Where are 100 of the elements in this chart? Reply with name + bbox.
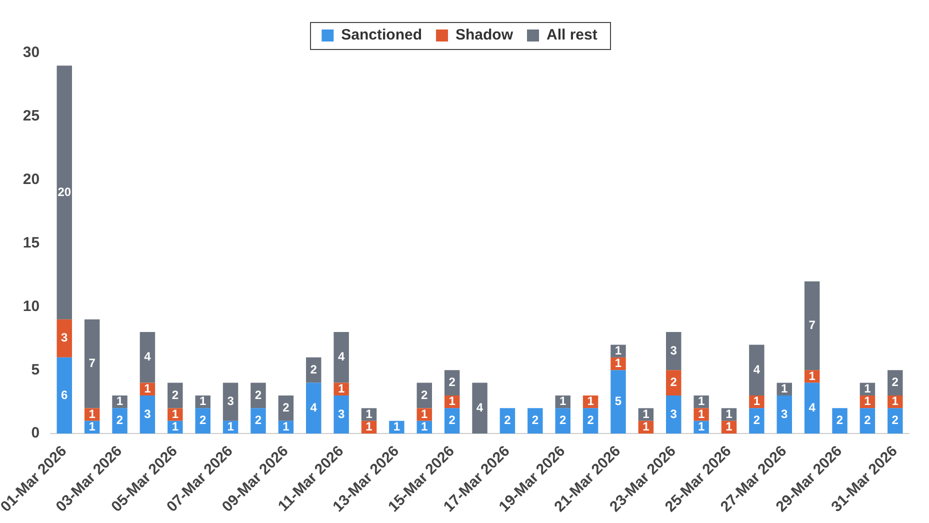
bar [610,370,626,434]
data-label: 1 [698,420,705,434]
y-tick-label: 30 [22,44,40,62]
data-label: 3 [670,406,678,421]
bar [832,408,848,434]
bar [666,395,682,434]
data-label: 1 [116,394,124,408]
bar [749,344,764,396]
bar [140,395,156,434]
data-label: 2 [448,413,456,428]
bar [666,370,682,396]
legend-label: Sanctioned [341,26,422,44]
bar [56,357,72,434]
bar [860,408,876,434]
y-tick-label: 15 [22,234,40,252]
bar [804,382,820,434]
data-label: 1 [642,406,650,421]
data-label: 2 [892,413,899,428]
data-label: 1 [864,394,872,408]
bar [472,382,488,434]
data-label: 2 [753,413,760,428]
data-label: 7 [808,318,816,332]
data-label: 2 [254,388,262,402]
data-label: 1 [892,394,899,408]
data-label: 1 [781,381,788,396]
y-tick-label: 25 [22,108,40,125]
data-label: 1 [698,406,705,421]
data-label: 5 [614,394,622,408]
data-label: 1 [614,343,622,358]
bar [749,408,764,434]
y-tick-label: 0 [31,424,40,442]
bar [334,332,349,383]
data-label: 2 [282,400,290,414]
data-label: 2 [560,413,567,428]
data-label: 1 [726,420,733,434]
legend-label: Shadow [455,26,514,44]
bar [804,281,820,370]
data-label: 1 [282,420,290,434]
data-label: 1 [421,406,428,421]
data-label: 3 [338,406,345,421]
bar [582,408,598,434]
data-label: 1 [614,356,622,370]
bar [528,408,543,434]
y-tick-label: 20 [22,170,40,188]
bar [610,344,626,358]
bar [888,408,903,434]
data-label: 1 [421,420,428,434]
data-label: 4 [808,400,816,414]
data-label: 1 [726,406,733,421]
data-label: 4 [476,400,484,414]
bar [140,332,156,383]
data-label: 1 [560,394,567,408]
data-label: 1 [698,394,705,408]
data-label: 2 [532,413,539,428]
data-label: 1 [227,420,234,434]
bar [222,382,238,421]
data-label: 7 [88,356,96,370]
bar [888,370,903,396]
bar [250,408,266,434]
data-label: 1 [172,406,179,421]
data-label: 2 [310,362,318,376]
bar [334,395,349,434]
bar [56,66,72,320]
bar [666,332,682,370]
y-tick-label: 5 [31,361,40,378]
bar [694,408,709,421]
data-label: 4 [144,350,152,364]
bar [500,408,516,434]
data-label: 3 [227,394,234,408]
data-label: 1 [144,381,152,396]
data-label: 3 [670,343,678,358]
data-label: 1 [864,381,872,396]
data-label: 3 [781,406,788,421]
data-label: 2 [892,375,899,390]
bar [278,395,294,421]
bar [112,408,128,434]
data-label: 3 [61,330,68,345]
data-label: 1 [642,420,650,434]
legend-label: All rest [546,26,598,44]
data-label: 6 [61,388,68,402]
bar [56,319,72,358]
bar [776,395,792,434]
data-label: 1 [88,406,96,421]
data-label: 4 [338,350,345,364]
bar [168,382,183,408]
data-label: 2 [504,413,512,428]
bar [195,408,210,434]
data-label: 2 [254,413,262,428]
data-label: 2 [172,388,179,402]
data-label: 1 [753,394,760,408]
data-label: 2 [864,413,872,428]
data-label: 1 [200,394,207,408]
data-label: 1 [88,420,96,434]
data-label: 2 [587,413,594,428]
data-label: 1 [448,394,456,408]
bar [250,382,266,408]
data-label: 1 [172,420,179,434]
bar [84,319,100,408]
data-label: 2 [200,413,207,428]
data-label: 20 [58,184,72,199]
